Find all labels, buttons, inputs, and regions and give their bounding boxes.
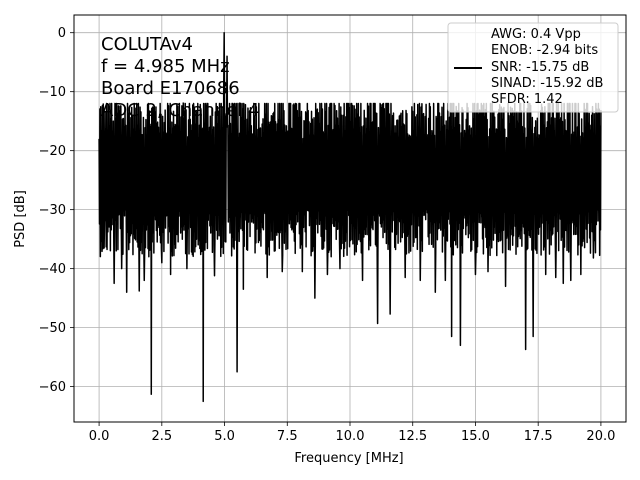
legend-entry-sinad: SINAD: -15.92 dB	[491, 76, 603, 91]
x-tick-label: 5.0	[214, 429, 235, 444]
legend-entry-sfdr: SFDR: 1.42	[491, 92, 563, 107]
annotation-box: COLUTAv4 f = 4.985 MHz Board E170686 ADC…	[101, 34, 259, 121]
legend-entry-enob: ENOB: -2.94 bits	[491, 43, 598, 58]
y-tick-label: −30	[39, 203, 66, 218]
legend-entry-snr: SNR: -15.75 dB	[491, 60, 589, 75]
x-tick-label: 20.0	[586, 429, 615, 444]
y-tick-label: 0	[58, 26, 66, 41]
annotation-line-1: COLUTAv4	[101, 34, 193, 55]
psd-series	[98, 31, 602, 403]
x-tick-label: 15.0	[461, 429, 490, 444]
annotation-line-4: ADC 2, Channel 4	[101, 100, 259, 121]
y-tick-label: −10	[39, 85, 66, 100]
x-tick-label: 7.5	[277, 429, 298, 444]
axis-ticks: 0.0 2.5 5.0 7.5 10.0 12.5 15.0 17.5 20.0 0 −10 −20 −…	[39, 26, 616, 444]
psd-line	[98, 31, 602, 403]
x-tick-label: 0.0	[89, 429, 110, 444]
x-tick-label: 17.5	[524, 429, 553, 444]
y-tick-label: −60	[39, 380, 66, 395]
annotation-line-3: Board E170686	[101, 78, 240, 99]
annotation-line-2: f = 4.985 MHz	[101, 56, 230, 77]
y-tick-label: −40	[39, 262, 66, 277]
y-axis-label: PSD [dB]	[13, 190, 28, 248]
legend-box	[447, 22, 619, 113]
y-tick-label: −20	[39, 144, 66, 159]
legend: AWG: 0.4 Vpp ENOB: -2.94 bits SNR: -15.7…	[447, 22, 619, 113]
x-tick-label: 2.5	[151, 429, 172, 444]
x-tick-label: 12.5	[398, 429, 427, 444]
x-tick-label: 10.0	[336, 429, 365, 444]
x-axis-label: Frequency [MHz]	[294, 451, 403, 466]
legend-entry-awg: AWG: 0.4 Vpp	[491, 27, 581, 42]
y-tick-label: −50	[39, 321, 66, 336]
